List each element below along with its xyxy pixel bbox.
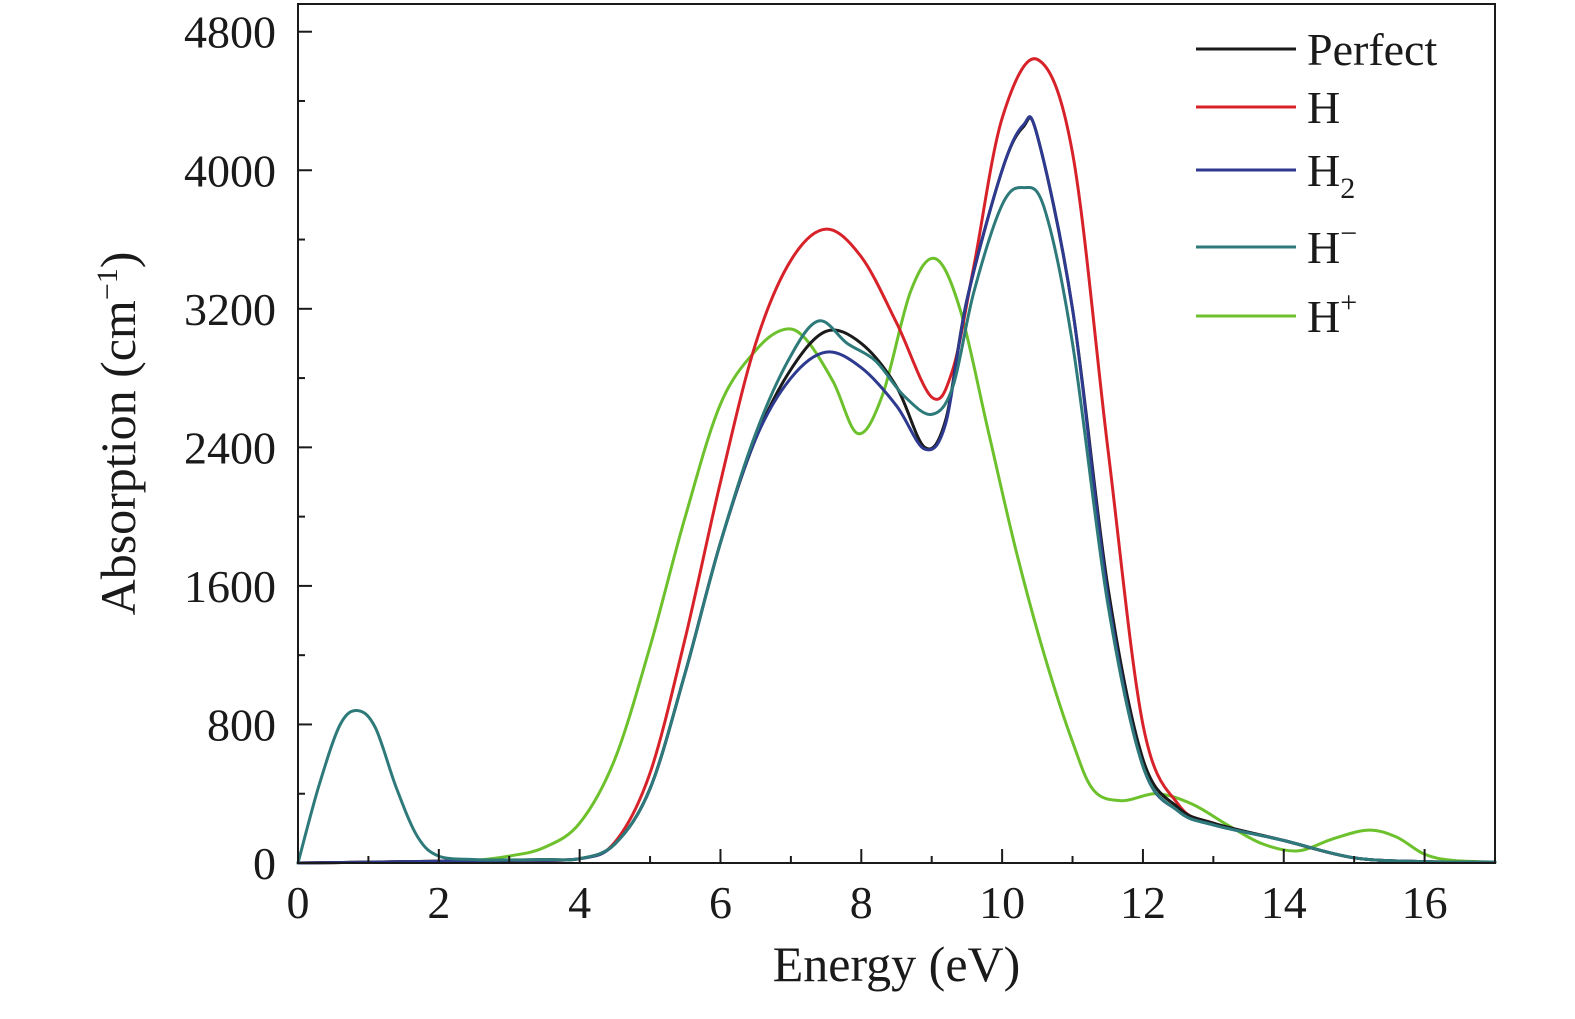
legend-label: H (1307, 82, 1340, 133)
x-tick-label: 0 (287, 877, 310, 928)
y-tick-label: 2400 (184, 422, 276, 473)
legend-label: H2 (1307, 145, 1355, 205)
y-tick-label: 3200 (184, 284, 276, 335)
axis-ticks: 0 2 4 6 8 10 12 14 16 0 800 1600 2400 3200 4000 4800 (184, 7, 1448, 928)
x-tick-label: 4 (568, 877, 591, 928)
legend-label: H− (1307, 217, 1357, 273)
legend-label: Perfect (1307, 24, 1437, 75)
x-tick-label: 2 (427, 877, 450, 928)
y-tick-label: 4000 (184, 145, 276, 196)
x-tick-label: 12 (1120, 877, 1166, 928)
x-tick-label: 8 (850, 877, 873, 928)
y-tick-label: 4800 (184, 7, 276, 58)
series-line-h-minus (296, 185, 1497, 865)
legend-label: H+ (1307, 286, 1357, 342)
x-tick-label: 14 (1261, 877, 1307, 928)
x-axis-title: Energy (eV) (773, 936, 1021, 992)
y-tick-label: 0 (253, 838, 276, 889)
x-tick-label: 16 (1402, 877, 1448, 928)
plot-frame (297, 3, 1496, 864)
x-tick-label: 6 (709, 877, 732, 928)
y-tick-label: 1600 (184, 561, 276, 612)
legend: Perfect H H2 H− H+ (1196, 24, 1437, 342)
y-axis-title: Absorption (cm−1) (90, 252, 146, 616)
y-axis-title-main: Absorption (cm (90, 300, 146, 615)
y-axis-title-close: ) (90, 252, 146, 269)
y-tick-label: 800 (207, 699, 276, 750)
series-line-h-plus (296, 256, 1497, 865)
x-tick-label: 10 (979, 877, 1025, 928)
y-axis-title-superscript: −1 (91, 268, 124, 300)
series-lines (296, 57, 1497, 865)
